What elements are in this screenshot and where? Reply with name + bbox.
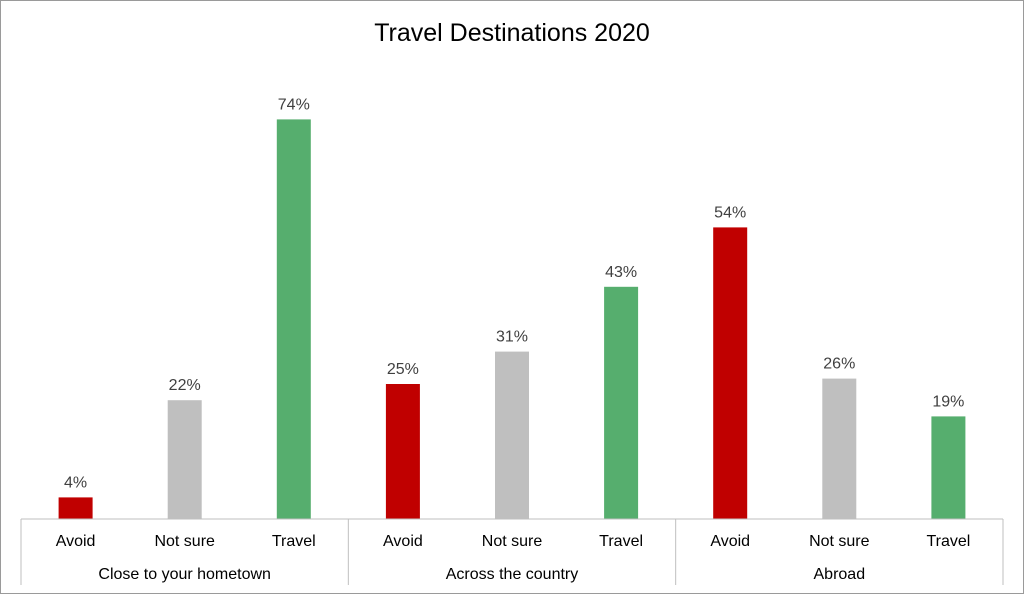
bar-2-1 xyxy=(822,378,857,519)
data-label-2-2: 19% xyxy=(932,393,964,410)
category-label-2-0: Avoid xyxy=(710,533,750,550)
bar-2-2 xyxy=(931,416,966,519)
group-label-2: Abroad xyxy=(814,566,866,583)
group-label-0: Close to your hometown xyxy=(98,566,271,583)
category-label-0-0: Avoid xyxy=(56,533,96,550)
category-label-2-2: Travel xyxy=(926,533,970,550)
data-label-2-1: 26% xyxy=(823,356,855,373)
category-label-1-2: Travel xyxy=(599,533,643,550)
bars-layer xyxy=(58,119,966,520)
data-label-2-0: 54% xyxy=(714,204,746,221)
data-label-0-0: 4% xyxy=(64,474,87,491)
bar-0-0 xyxy=(58,497,93,519)
category-label-0-2: Travel xyxy=(272,533,316,550)
data-label-0-1: 22% xyxy=(169,377,201,394)
bar-0-2 xyxy=(276,119,311,520)
chart-title: Travel Destinations 2020 xyxy=(374,19,650,47)
bar-1-2 xyxy=(604,286,639,519)
category-label-1-1: Not sure xyxy=(482,533,543,550)
category-label-0-1: Not sure xyxy=(154,533,215,550)
bar-1-0 xyxy=(385,384,420,519)
group-label-1: Across the country xyxy=(446,566,579,583)
data-label-1-0: 25% xyxy=(387,361,419,378)
data-label-0-2: 74% xyxy=(278,96,310,113)
data-label-1-2: 43% xyxy=(605,264,637,281)
category-label-1-0: Avoid xyxy=(383,533,423,550)
bar-1-1 xyxy=(495,351,529,519)
bar-0-1 xyxy=(167,400,202,519)
category-label-2-1: Not sure xyxy=(809,533,870,550)
data-label-1-1: 31% xyxy=(496,329,528,346)
bar-2-0 xyxy=(713,227,748,519)
data-labels-layer: 4% 22% 74% 25% 31% 43% 54% 26% 19% xyxy=(64,96,964,491)
